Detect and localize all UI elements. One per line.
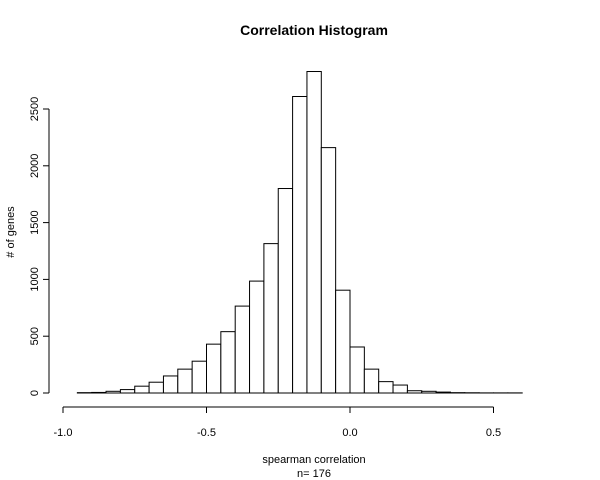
histogram-bar (306, 71, 322, 394)
y-tick-label: 0 (29, 390, 41, 396)
histogram-bar (406, 390, 423, 394)
histogram-bar (191, 360, 207, 394)
chart-title: Correlation Histogram (240, 22, 388, 38)
histogram-bar (134, 385, 150, 394)
y-axis-label: # of genes (5, 206, 17, 258)
histogram-bar (177, 368, 193, 394)
histogram-bar (349, 346, 365, 394)
x-axis: -1.0 -0.5 0.0 0.5 (54, 406, 501, 439)
x-tick-label: 0.5 (486, 427, 501, 439)
y-tick-label: 2500 (29, 97, 41, 121)
y-tick-label: 1000 (29, 267, 41, 291)
histogram-bar (335, 289, 351, 394)
histogram-bar (206, 343, 222, 394)
histogram-bar (263, 243, 279, 394)
histogram-bar (363, 368, 380, 394)
y-tick-label: 500 (29, 327, 41, 345)
histogram-bar (292, 96, 308, 394)
histogram-bar (105, 390, 121, 394)
histogram-bar (220, 331, 236, 394)
histogram-bar (320, 147, 337, 394)
y-tick-label: 1500 (29, 210, 41, 234)
histogram-bar (249, 280, 265, 394)
x-tick-label: -1.0 (54, 427, 73, 439)
y-axis: 0 500 1000 1500 2000 2500 (29, 97, 50, 396)
histogram-bar (435, 391, 451, 394)
histogram-bar (91, 391, 107, 394)
histogram-bar (119, 389, 136, 394)
y-tick-label: 2000 (29, 154, 41, 178)
x-tick-label: 0.0 (342, 427, 357, 439)
bars-group (76, 71, 523, 394)
x-axis-label: spearman correlation (262, 454, 365, 466)
histogram-bar (277, 188, 294, 394)
x-tick-label: -0.5 (197, 427, 216, 439)
histogram-bar (421, 390, 437, 394)
histogram-bar (148, 381, 164, 394)
histogram-bar (392, 384, 408, 394)
histogram-bar (162, 375, 179, 394)
x-axis-sublabel: n= 176 (297, 468, 331, 480)
histogram-bar (234, 305, 251, 394)
histogram-bar (378, 381, 394, 394)
